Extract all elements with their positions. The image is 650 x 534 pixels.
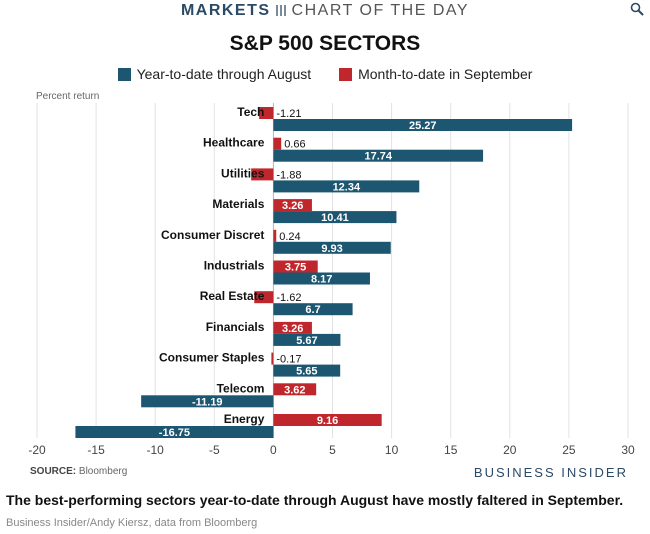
category-label: Tech (237, 105, 264, 119)
data-label-ytd: 12.34 (333, 181, 361, 193)
category-label: Financials (206, 320, 265, 334)
legend-label-ytd: Year-to-date through August (136, 66, 312, 82)
data-label-mtd: 0.24 (279, 231, 300, 243)
bar-ytd (273, 333, 341, 346)
chart-of-the-day-label: CHART OF THE DAY (291, 2, 470, 19)
image-credit: Business Insider/Andy Kiersz, data from … (6, 517, 258, 529)
data-label-mtd: 3.75 (285, 262, 306, 274)
data-label-ytd: 17.74 (364, 151, 392, 163)
x-tick-label: 25 (562, 443, 576, 457)
bar-mtd (273, 229, 277, 242)
category-label: Materials (212, 197, 264, 211)
data-label-mtd: 0.66 (284, 139, 305, 151)
data-label-ytd: 10.41 (321, 212, 349, 224)
bar-ytd (75, 426, 274, 438)
data-label-ytd: -16.75 (159, 427, 190, 439)
legend-swatch-mtd (339, 67, 353, 81)
data-label-mtd: 3.62 (284, 384, 305, 396)
markets-label: MARKETS (180, 2, 271, 19)
x-tick-label: -10 (147, 443, 165, 457)
data-label-ytd: 5.67 (296, 335, 317, 347)
data-label-mtd: 9.16 (317, 415, 338, 427)
bar-mtd (273, 137, 282, 150)
legend-label-mtd: Month-to-date in September (358, 66, 533, 82)
bar-ytd (273, 180, 420, 193)
data-label-ytd: -11.19 (192, 396, 223, 408)
x-tick-label: 20 (503, 443, 517, 457)
magnifier-icon[interactable] (630, 2, 644, 16)
data-label-ytd: 9.93 (321, 243, 342, 255)
data-label-ytd: 25.27 (409, 120, 437, 132)
bar-mtd (271, 352, 274, 365)
category-label: Energy (224, 412, 265, 426)
category-label: Telecom (217, 381, 265, 395)
legend-item-mtd: Month-to-date in September (339, 66, 532, 82)
bar-ytd (273, 303, 353, 316)
legend-item-ytd: Year-to-date through August (117, 66, 312, 82)
x-tick-label: -15 (87, 443, 105, 457)
data-label-mtd: 3.26 (282, 323, 303, 335)
x-tick-label: 30 (621, 443, 635, 457)
bar-mtd (254, 291, 274, 304)
x-tick-label: 10 (385, 443, 399, 457)
category-label: Healthcare (203, 136, 265, 150)
data-label-ytd: 6.7 (305, 304, 320, 316)
x-tick-label: 0 (270, 443, 277, 457)
bar-ytd (273, 149, 484, 162)
source-label: SOURCE: (30, 466, 77, 477)
bar-mtd (259, 107, 274, 119)
chart-of-the-day-header: MARKETS CHART OF THE DAY (0, 2, 650, 20)
data-label-mtd: -1.88 (276, 169, 301, 181)
bar-ytd (273, 364, 341, 377)
bar-ytd (273, 241, 391, 254)
y-axis-title: Percent return (36, 91, 100, 102)
category-label: Real Estate (200, 289, 265, 303)
category-label: Consumer Staples (159, 351, 265, 365)
bar-mtd (251, 168, 274, 181)
bar-ytd (141, 395, 274, 408)
category-label: Utilities (221, 166, 265, 180)
bar-chart-icon (275, 5, 286, 16)
chart-title: S&P 500 SECTORS (229, 32, 421, 55)
data-label-mtd: -0.17 (276, 354, 301, 366)
legend-swatch-ytd (117, 67, 131, 81)
bar-mtd (273, 199, 312, 212)
data-label-mtd: -1.21 (276, 108, 301, 120)
chart-legend: Year-to-date through August Month-to-dat… (0, 66, 650, 84)
x-tick-label: -5 (209, 443, 220, 457)
data-label-mtd: 3.26 (282, 200, 303, 212)
bar-mtd (273, 383, 317, 396)
image-caption: The best-performing sectors year-to-date… (6, 492, 624, 508)
data-label-ytd: 8.17 (311, 274, 332, 286)
bar-mtd (273, 260, 318, 273)
category-label: Consumer Discret (161, 228, 264, 242)
bar-ytd (273, 272, 370, 285)
source-text: Bloomberg (78, 466, 128, 477)
data-label-ytd: 5.65 (296, 366, 317, 378)
bar-ytd (273, 211, 397, 224)
brand-logo: BUSINESS INSIDER (473, 465, 628, 480)
bar-mtd (273, 321, 312, 334)
data-label-mtd: -1.62 (276, 292, 301, 304)
x-tick-label: 5 (329, 443, 336, 457)
category-label: Industrials (204, 259, 265, 273)
x-tick-label: 15 (444, 443, 458, 457)
bar-mtd (273, 414, 382, 426)
source-note: SOURCE: Bloomberg (30, 466, 127, 477)
x-tick-label: -20 (28, 443, 46, 457)
bar-ytd (273, 119, 573, 131)
